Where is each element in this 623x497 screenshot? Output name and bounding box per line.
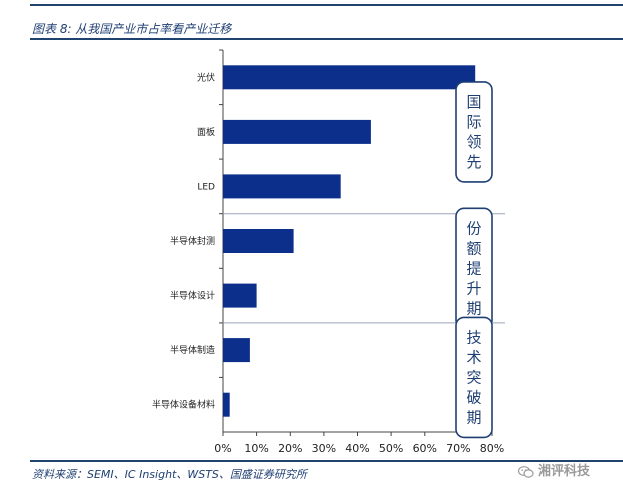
group-label-char: 期: [466, 299, 481, 317]
group-box: [455, 316, 493, 439]
bar-3: [223, 174, 341, 199]
bar-6: [223, 338, 250, 363]
group-label: 份额提升期: [466, 219, 481, 317]
bar-4: [223, 229, 294, 253]
source-note: 资料来源：SEMI、IC Insight、WSTS、国盛证券研究所: [32, 468, 307, 481]
category-label: 面板: [197, 126, 215, 138]
x-tick-label: 70%: [446, 442, 470, 455]
group-label-char: 提: [466, 259, 481, 277]
top-rule: [30, 4, 623, 6]
group-label-char: 破: [466, 388, 481, 406]
group-label-char: 际: [466, 113, 481, 131]
wechat-icon: [518, 465, 534, 478]
x-tick-label: 20%: [278, 442, 302, 455]
group-label-char: 份: [466, 219, 481, 237]
group-label: 国际领先: [466, 93, 481, 171]
group-label-char: 额: [466, 239, 481, 257]
x-tick-label: 10%: [244, 442, 268, 455]
x-tick-label: 30%: [312, 442, 336, 455]
group-label: 技术突破期: [466, 328, 481, 426]
x-tick-label: 80%: [480, 442, 504, 455]
group-label-char: 领: [466, 133, 481, 151]
category-label: 半导体封测: [170, 235, 215, 247]
x-tick-label: 50%: [379, 442, 403, 455]
bar-7: [223, 392, 230, 417]
group-label-char: 突: [466, 368, 481, 386]
group-label-char: 技: [466, 328, 481, 346]
category-label: 光伏: [197, 71, 215, 83]
bottom-rule: [30, 460, 623, 462]
bar-2: [223, 119, 371, 144]
bar-1: [223, 65, 476, 90]
watermark: 湘评科技: [518, 460, 623, 480]
figure-title: 图表 8: 从我国产业市占率看产业迁移: [32, 22, 232, 36]
group-label-char: 先: [466, 153, 481, 171]
category-label: LED: [197, 182, 215, 192]
group-label-char: 升: [466, 279, 481, 297]
x-tick-label: 0%: [214, 442, 231, 455]
category-label: 半导体制造: [170, 344, 215, 356]
group-box: [455, 81, 493, 183]
category-label: 半导体设计: [170, 290, 215, 302]
group-label-char: 期: [466, 408, 481, 426]
x-tick-label: 60%: [413, 442, 437, 455]
title-rule: [30, 38, 623, 40]
watermark-text: 湘评科技: [538, 464, 591, 479]
group-label-char: 国: [466, 93, 481, 111]
group-label-char: 术: [466, 348, 481, 366]
category-label: 半导体设备材料: [152, 399, 215, 411]
x-tick-label: 40%: [345, 442, 369, 455]
bar-5: [223, 283, 257, 308]
